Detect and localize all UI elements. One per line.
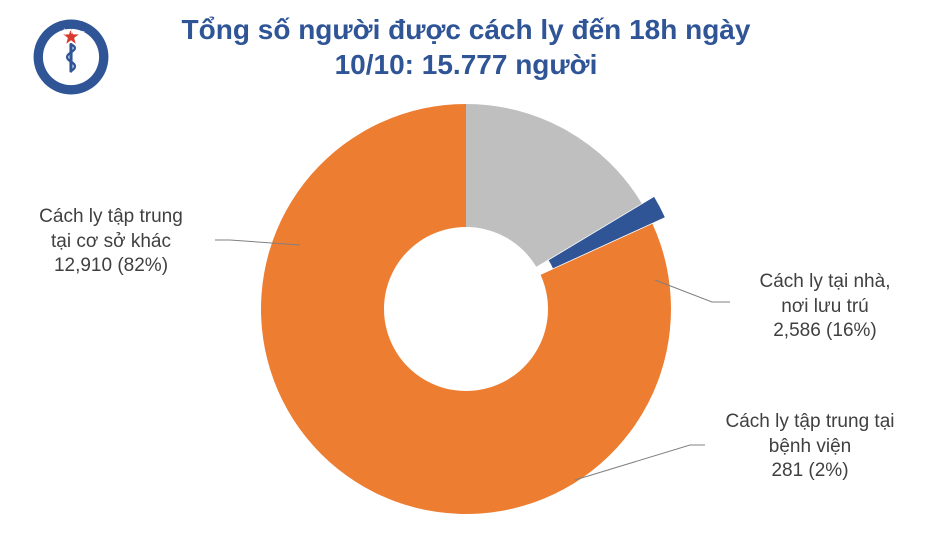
label-hospital-value: 281 (2%) xyxy=(700,459,920,484)
label-home: Cách ly tại nhà, nơi lưu trú 2,586 (16%) xyxy=(730,270,920,344)
donut-chart xyxy=(251,94,681,524)
chart-title-line2: 10/10: 15.777 người xyxy=(116,47,816,82)
label-hospital-line2: bệnh viện xyxy=(700,435,920,460)
label-other-value: 12,910 (82%) xyxy=(6,254,216,279)
chart-title: Tổng số người được cách ly đến 18h ngày … xyxy=(116,12,816,82)
label-other-line2: tại cơ sở khác xyxy=(6,230,216,255)
label-other: Cách ly tập trung tại cơ sở khác 12,910 … xyxy=(6,205,216,279)
ministry-logo: BỘ Y TẾ MINISTRY OF HEALTH xyxy=(32,18,110,96)
label-home-value: 2,586 (16%) xyxy=(730,319,920,344)
label-hospital: Cách ly tập trung tại bệnh viện 281 (2%) xyxy=(700,410,920,484)
label-home-line2: nơi lưu trú xyxy=(730,295,920,320)
label-hospital-line1: Cách ly tập trung tại xyxy=(700,410,920,435)
label-home-line1: Cách ly tại nhà, xyxy=(730,270,920,295)
chart-title-line1: Tổng số người được cách ly đến 18h ngày xyxy=(116,12,816,47)
label-other-line1: Cách ly tập trung xyxy=(6,205,216,230)
